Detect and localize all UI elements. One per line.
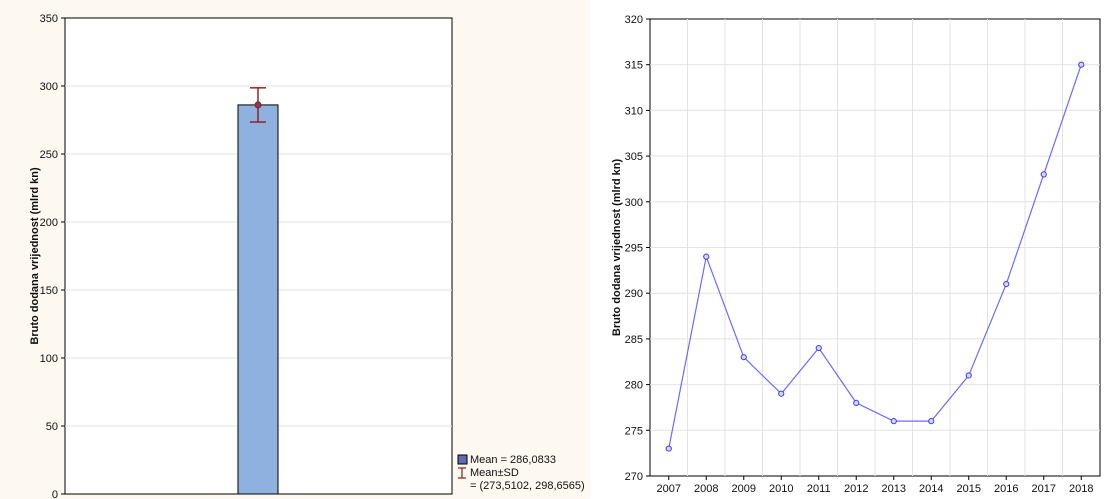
y-tick-label: 290 bbox=[625, 288, 643, 300]
x-tick-label: 2009 bbox=[732, 483, 756, 495]
legend-sd-label: Mean±SD bbox=[470, 467, 519, 479]
data-point bbox=[740, 354, 747, 361]
x-tick-label: 2014 bbox=[919, 483, 943, 495]
y-tick-label: 300 bbox=[40, 81, 58, 93]
x-tick-label: 2007 bbox=[657, 483, 681, 495]
y-tick-label: 200 bbox=[40, 217, 58, 229]
y-tick-label: 0 bbox=[52, 489, 58, 499]
x-tick-label: 2013 bbox=[882, 483, 906, 495]
data-point bbox=[815, 344, 822, 352]
bar-chart-panel: 0 50 100 150 200 250 300 350 Bruto dodana vrijed… bbox=[0, 0, 590, 499]
y-tick-label: 100 bbox=[40, 353, 58, 365]
bar-chart: 0 50 100 150 200 250 300 350 Bruto dodana vrijed… bbox=[29, 13, 585, 499]
legend-sd-range: = (273,5102, 298,6565) bbox=[470, 480, 585, 492]
data-point bbox=[1040, 171, 1047, 178]
data-point bbox=[890, 418, 897, 425]
legend-mean-swatch bbox=[457, 454, 468, 465]
y-tick-label: 295 bbox=[625, 243, 643, 255]
data-point bbox=[928, 418, 935, 425]
line-chart-panel: 270 275 280 285 290 295 300 305 310 315 320 2007 200… bbox=[590, 0, 1120, 499]
x-tick-label: 2015 bbox=[957, 483, 981, 495]
y-tick-label: 350 bbox=[40, 13, 58, 25]
x-tick-label: 2018 bbox=[1069, 483, 1093, 495]
y-tick-label: 270 bbox=[625, 471, 643, 483]
x-tick-label: 2011 bbox=[807, 483, 831, 495]
y-tick-label: 300 bbox=[625, 197, 643, 209]
y-tick-label: 315 bbox=[625, 60, 643, 72]
x-tick-label: 2016 bbox=[994, 483, 1018, 495]
data-point bbox=[1078, 61, 1085, 68]
data-point bbox=[853, 399, 860, 406]
bar bbox=[237, 104, 279, 495]
x-tick-label: 2008 bbox=[694, 483, 718, 495]
y-tick-label: 320 bbox=[625, 14, 643, 26]
y-tick-label: 150 bbox=[40, 285, 58, 297]
series-line bbox=[668, 64, 1082, 449]
x-tick-label: 2010 bbox=[769, 483, 793, 495]
data-point bbox=[703, 253, 710, 260]
data-point bbox=[965, 372, 972, 379]
y-tick-label: 275 bbox=[625, 425, 643, 437]
y-tick-label: 285 bbox=[625, 334, 643, 346]
y-tick-label: 305 bbox=[625, 151, 643, 163]
data-point bbox=[778, 390, 785, 397]
mean-marker bbox=[254, 101, 262, 109]
y-tick-label: 250 bbox=[40, 149, 58, 161]
y-tick-label: 310 bbox=[625, 105, 643, 117]
y-tick-label: 50 bbox=[46, 421, 58, 433]
y-axis-label: Bruto dodana vrijednost (mlrd kn) bbox=[29, 167, 41, 345]
legend-mean-label: Mean = 286,0833 bbox=[470, 454, 556, 466]
data-point bbox=[1003, 280, 1010, 288]
y-axis-label: Bruto dodana vrijednost (mlrd kn) bbox=[611, 159, 623, 337]
x-tick-label: 2012 bbox=[844, 483, 868, 495]
data-point bbox=[665, 445, 672, 452]
line-chart: 270 275 280 285 290 295 300 305 310 315 320 2007 200… bbox=[611, 14, 1101, 495]
x-tick-label: 2017 bbox=[1032, 483, 1056, 495]
y-tick-label: 280 bbox=[625, 380, 643, 392]
